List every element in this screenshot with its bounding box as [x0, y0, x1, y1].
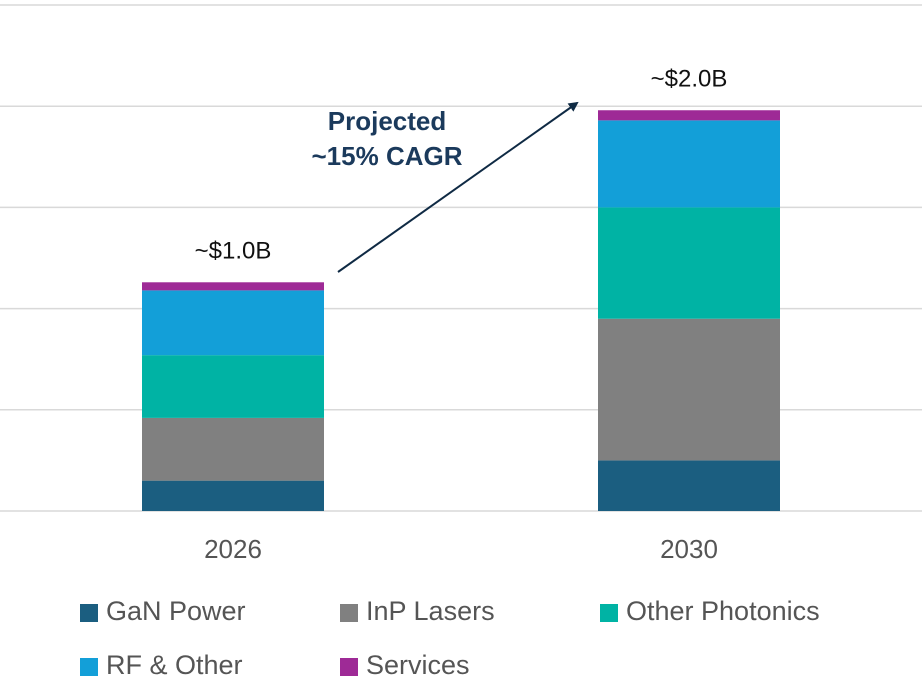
legend-label: RF & Other: [106, 650, 243, 680]
legend-swatch: [600, 604, 618, 622]
trend-arrow: [337, 101, 579, 273]
bar-segment: [142, 417, 324, 481]
x-tick-label: 2030: [660, 534, 718, 564]
bar-segment: [598, 120, 780, 208]
bar-segment: [142, 290, 324, 356]
annotation: ~15% CAGR: [312, 141, 463, 171]
bar-segment: [142, 282, 324, 291]
x-tick-label: 2026: [204, 534, 262, 564]
annotation: Projected: [328, 106, 447, 136]
bar-segment: [142, 480, 324, 511]
bar-segment: [598, 460, 780, 511]
total-label: ~$1.0B: [195, 238, 272, 265]
bar-segment: [598, 207, 780, 319]
total-label: ~$2.0B: [651, 66, 728, 93]
bar-segment: [598, 110, 780, 121]
bar-segment: [598, 318, 780, 461]
legend-label: InP Lasers: [366, 596, 495, 626]
legend-label: Other Photonics: [626, 596, 820, 626]
legend-label: GaN Power: [106, 596, 246, 626]
legend-swatch: [340, 604, 358, 622]
bar-segment: [142, 355, 324, 418]
legend-label: Services: [366, 650, 470, 680]
legend-swatch: [80, 604, 98, 622]
legend-swatch: [340, 658, 358, 676]
legend-swatch: [80, 658, 98, 676]
